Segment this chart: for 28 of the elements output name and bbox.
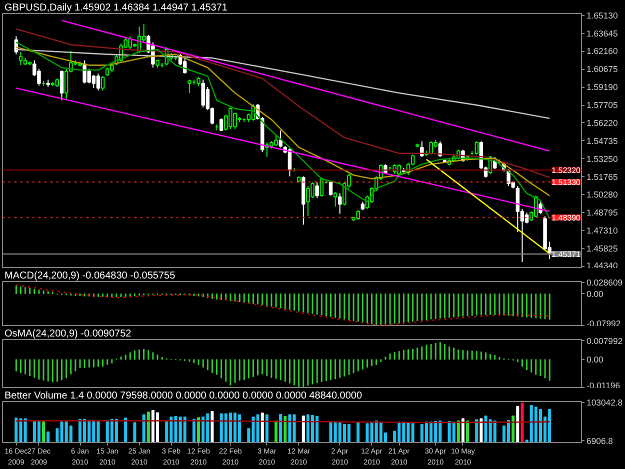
y-tick-label: 1.48795 [586, 208, 618, 218]
ref-line-label: 1.48390 [552, 214, 582, 223]
y-tick-label: 1.51765 [586, 172, 618, 182]
y-tick-label: 1.45825 [586, 244, 618, 254]
y-tick-label: 1.47310 [586, 226, 618, 236]
y-tick-label: 0.028609 [586, 277, 623, 288]
chart-title: MACD(24,200,9) -0.064830 -0.055755 [4, 270, 176, 282]
y-tick-label: 1.63645 [586, 28, 618, 38]
y-tick-label: 6906.8 [586, 436, 614, 446]
chart-title: OsMA(24,200,9) -0.0090752 [4, 328, 132, 340]
y-tick-label: 103042.8 [586, 398, 623, 408]
y-tick-label: 1.54735 [586, 136, 618, 146]
y-tick-label: 1.65130 [586, 10, 618, 20]
y-tick-label: 1.60675 [586, 64, 618, 74]
ref-line-label: 1.51330 [552, 178, 582, 188]
chart-title: Better Volume 1.4 0.0000 79598.0000 0.0000 0.0000 0.0000 0.0000 48840.0000 [4, 390, 362, 402]
ref-line-label: 1.52320 [552, 166, 582, 176]
ref-line-label: 1.45371 [552, 250, 582, 259]
y-tick-label: 0.00 [586, 354, 604, 364]
y-tick-label: 1.57705 [586, 100, 618, 110]
y-tick-label: 1.53250 [586, 154, 618, 164]
y-tick-label: 0.007992 [586, 336, 623, 346]
chart-title: GBPUSD,Daily 1.45902 1.46384 1.44947 1.45371 [4, 2, 228, 14]
y-tick-label: 1.62160 [586, 46, 618, 56]
y-tick-label: 1.59190 [586, 82, 618, 92]
y-tick-label: 0.00 [586, 288, 604, 299]
y-tick-label: 1.50280 [586, 190, 618, 200]
y-tick-label: 1.56220 [586, 118, 618, 128]
